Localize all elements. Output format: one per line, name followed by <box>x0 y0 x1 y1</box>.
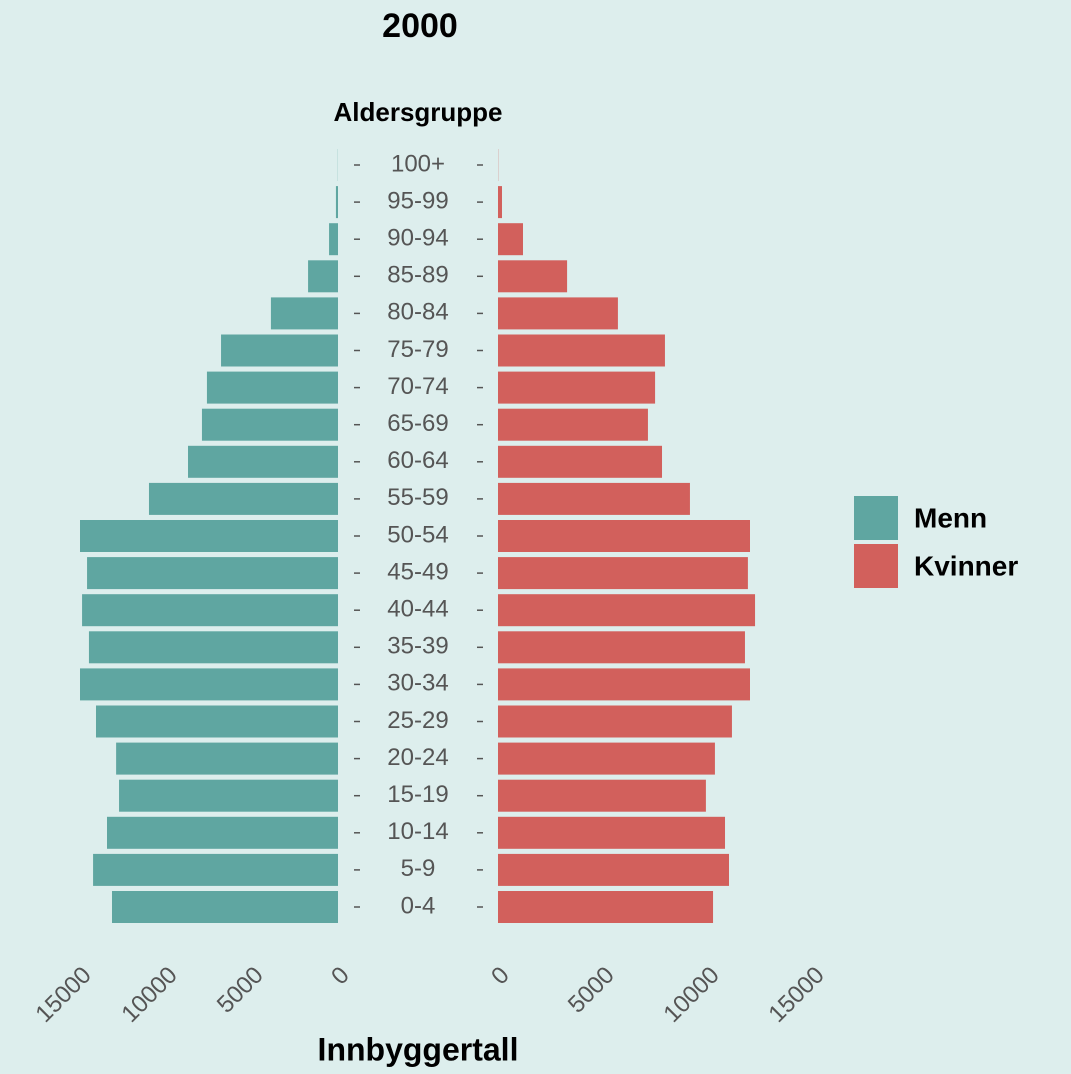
bar <box>498 334 665 367</box>
bar <box>498 520 750 552</box>
chart-title: 2000 <box>382 7 458 45</box>
bar <box>498 557 748 590</box>
y-tick-label: 15-19 <box>387 781 448 808</box>
bar <box>498 445 663 478</box>
bar <box>188 445 338 478</box>
x-axis-label: Innbyggertall <box>318 1031 519 1067</box>
bar <box>498 594 756 627</box>
bar <box>498 705 732 738</box>
y-tick-label: 85-89 <box>387 262 448 289</box>
bar <box>148 482 338 515</box>
legend-key <box>854 544 898 588</box>
bar <box>335 186 338 219</box>
y-tick-label: 75-79 <box>387 336 448 363</box>
bar <box>498 779 706 812</box>
y-tick-label: 5-9 <box>401 855 436 882</box>
bar <box>498 260 568 293</box>
bar <box>82 594 339 627</box>
legend-label: Menn <box>914 502 987 533</box>
bar <box>498 186 502 219</box>
bar <box>498 223 523 256</box>
y-tick-label: 95-99 <box>387 187 448 214</box>
y-tick-label: 90-94 <box>387 225 448 252</box>
bar <box>80 520 338 552</box>
y-tick-label: 100+ <box>391 150 445 177</box>
bar <box>498 668 750 701</box>
bar <box>498 742 715 775</box>
y-axis-label: Aldersgruppe <box>333 97 502 127</box>
y-tick-label: 70-74 <box>387 373 448 400</box>
bar <box>107 816 338 849</box>
bar <box>498 853 729 886</box>
bar <box>116 742 339 775</box>
bar <box>95 705 338 738</box>
legend-key <box>854 496 898 540</box>
bar <box>270 297 338 330</box>
bar <box>88 631 338 664</box>
bar <box>498 816 726 849</box>
bar <box>80 668 338 701</box>
bar <box>221 334 338 367</box>
bar <box>308 260 338 293</box>
bar <box>498 891 714 923</box>
y-tick-label: 80-84 <box>387 299 448 326</box>
y-tick-label: 60-64 <box>387 447 448 474</box>
y-tick-label: 50-54 <box>387 521 448 548</box>
y-tick-label: 30-34 <box>387 670 448 697</box>
bar <box>498 482 690 515</box>
y-tick-label: 35-39 <box>387 633 448 660</box>
y-tick-label: 0-4 <box>401 892 436 919</box>
bar <box>498 371 656 404</box>
bar <box>498 297 618 330</box>
y-tick-label: 45-49 <box>387 558 448 585</box>
y-tick-label: 20-24 <box>387 744 448 771</box>
bar <box>498 408 648 441</box>
y-tick-label: 55-59 <box>387 484 448 511</box>
y-tick-label: 40-44 <box>387 596 448 623</box>
y-tick-label: 65-69 <box>387 410 448 437</box>
y-tick-label: 10-14 <box>387 818 448 845</box>
bar <box>206 371 338 404</box>
legend-label: Kvinner <box>914 550 1018 581</box>
bar <box>93 853 339 886</box>
bar <box>119 779 338 812</box>
bar <box>87 557 338 590</box>
bar <box>498 631 745 664</box>
bar <box>329 223 338 256</box>
y-tick-label: 25-29 <box>387 707 448 734</box>
bar <box>201 408 338 441</box>
bar <box>111 891 338 923</box>
